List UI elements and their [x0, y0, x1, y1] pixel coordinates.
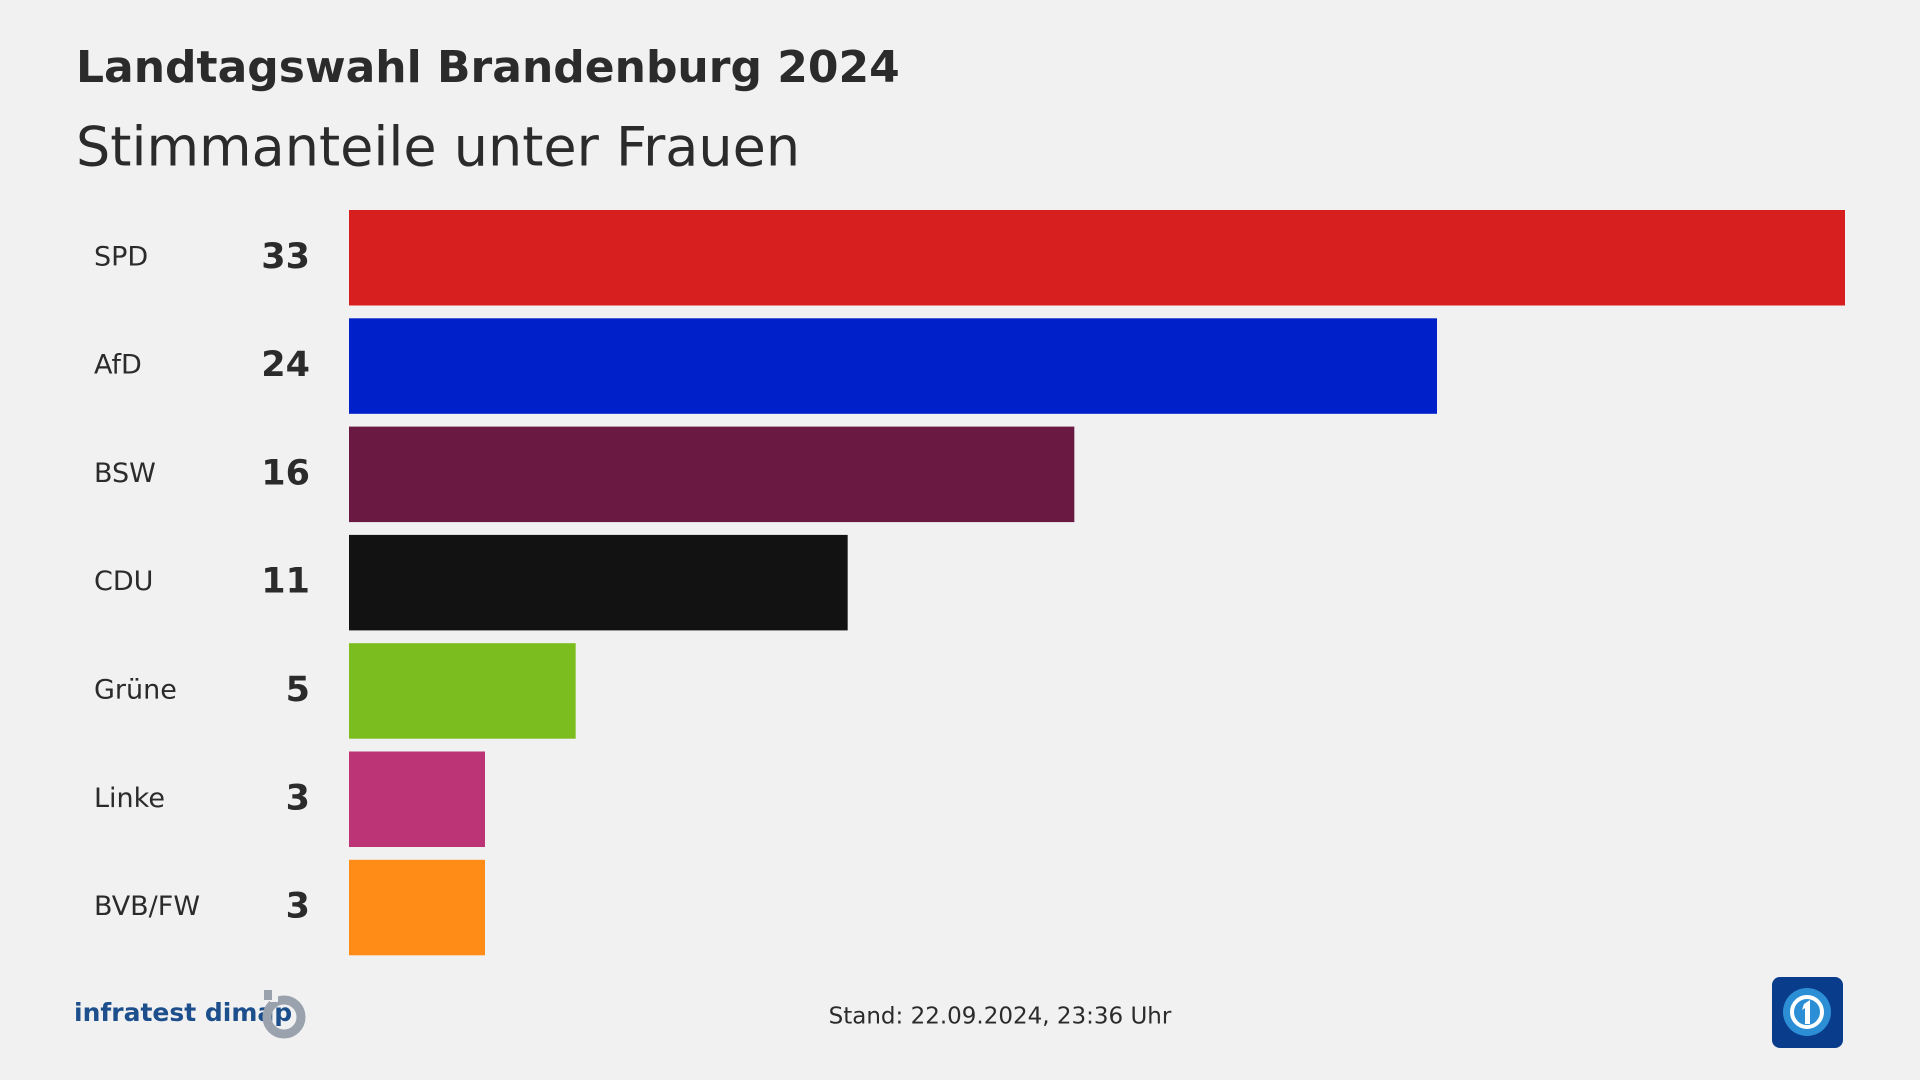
broadcaster-logo — [1772, 977, 1843, 1048]
category-label: AfD — [94, 350, 142, 381]
bar — [349, 643, 576, 739]
value-label: 16 — [261, 453, 310, 493]
category-label: Grüne — [94, 674, 177, 705]
bar — [349, 859, 485, 956]
bar — [349, 534, 848, 631]
value-label: 33 — [261, 237, 310, 277]
chart-title: Landtagswahl Brandenburg 2024 — [76, 42, 900, 93]
bar — [349, 210, 1845, 306]
bar — [349, 426, 1075, 523]
category-label: BSW — [94, 458, 156, 489]
source-logo-icon — [262, 990, 306, 1039]
category-label: BVB/FW — [94, 891, 200, 922]
category-label: Linke — [94, 783, 165, 814]
chart-subtitle: Stimmanteile unter Frauen — [76, 116, 800, 179]
value-label: 5 — [286, 670, 310, 710]
value-label: 11 — [261, 562, 310, 602]
value-label: 24 — [261, 345, 310, 385]
value-label: 3 — [286, 887, 310, 927]
bar — [349, 751, 485, 847]
category-label: SPD — [94, 241, 148, 272]
bar — [349, 318, 1437, 414]
source-logo: infratest dimap — [74, 998, 292, 1027]
category-label: CDU — [94, 566, 153, 597]
timestamp: Stand: 22.09.2024, 23:36 Uhr — [829, 1004, 1172, 1030]
value-label: 3 — [286, 778, 310, 818]
